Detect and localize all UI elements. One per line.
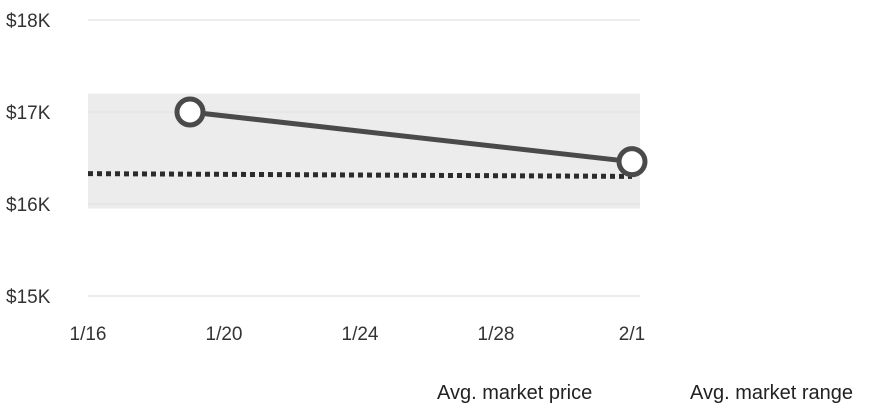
x-tick-label: 1/24 <box>342 324 379 345</box>
avg-market-price-line <box>87 171 633 179</box>
x-tick-label: 2/1 <box>619 324 645 345</box>
legend: Avg. market price Avg. market range <box>437 382 853 404</box>
y-tick-label: $16K <box>6 195 51 216</box>
price-markers <box>174 96 648 178</box>
x-tick-label: 1/28 <box>478 324 515 345</box>
price-point-marker <box>174 96 206 128</box>
x-axis-ticks: 1/16 1/20 1/24 1/28 2/1 <box>70 324 646 345</box>
legend-avg-market-range: Avg. market range <box>690 382 853 404</box>
y-tick-label: $17K <box>6 103 51 124</box>
x-tick-label: 1/20 <box>206 324 243 345</box>
x-tick-label: 1/16 <box>70 324 107 345</box>
y-axis-ticks: $15K $16K $17K $18K <box>6 11 51 308</box>
y-tick-label: $15K <box>6 287 51 308</box>
price-point-marker <box>616 146 648 178</box>
legend-avg-market-price: Avg. market price <box>437 382 592 404</box>
price-trend-line <box>189 109 633 165</box>
y-tick-label: $18K <box>6 11 51 32</box>
